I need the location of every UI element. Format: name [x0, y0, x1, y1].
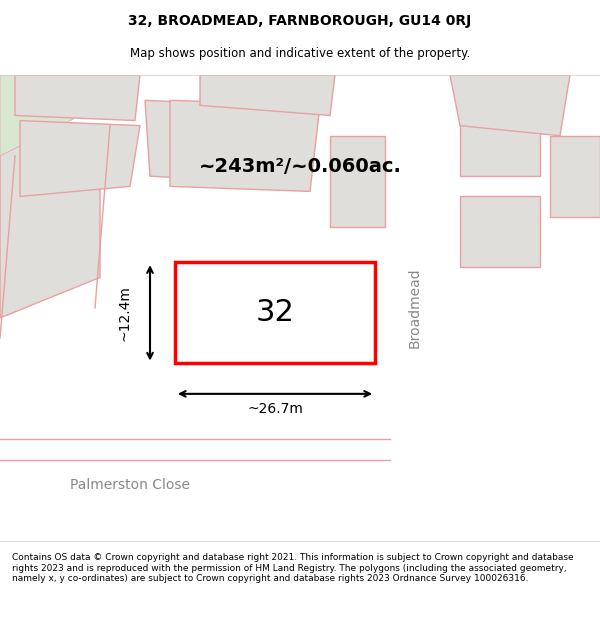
Polygon shape — [15, 75, 140, 121]
Polygon shape — [390, 75, 450, 541]
Polygon shape — [330, 136, 385, 227]
Polygon shape — [450, 75, 570, 136]
Polygon shape — [145, 100, 260, 181]
Polygon shape — [0, 75, 80, 156]
Text: 32, BROADMEAD, FARNBOROUGH, GU14 0RJ: 32, BROADMEAD, FARNBOROUGH, GU14 0RJ — [128, 14, 472, 28]
Polygon shape — [0, 459, 600, 541]
Text: Palmerston Close: Palmerston Close — [70, 478, 190, 492]
Text: 32: 32 — [256, 298, 295, 328]
Polygon shape — [20, 121, 140, 196]
Text: Broadmead: Broadmead — [408, 268, 422, 348]
Text: Contains OS data © Crown copyright and database right 2021. This information is : Contains OS data © Crown copyright and d… — [12, 553, 574, 583]
Polygon shape — [200, 75, 335, 116]
Polygon shape — [0, 126, 100, 318]
Polygon shape — [170, 100, 320, 191]
Polygon shape — [550, 136, 600, 217]
Bar — [175, 262, 375, 364]
Text: ~12.4m: ~12.4m — [118, 285, 132, 341]
Text: ~243m²/~0.060ac.: ~243m²/~0.060ac. — [199, 157, 401, 176]
Text: Map shows position and indicative extent of the property.: Map shows position and indicative extent… — [130, 48, 470, 61]
Polygon shape — [390, 75, 600, 196]
Polygon shape — [460, 106, 540, 176]
Polygon shape — [460, 196, 540, 268]
Text: ~26.7m: ~26.7m — [247, 402, 303, 416]
